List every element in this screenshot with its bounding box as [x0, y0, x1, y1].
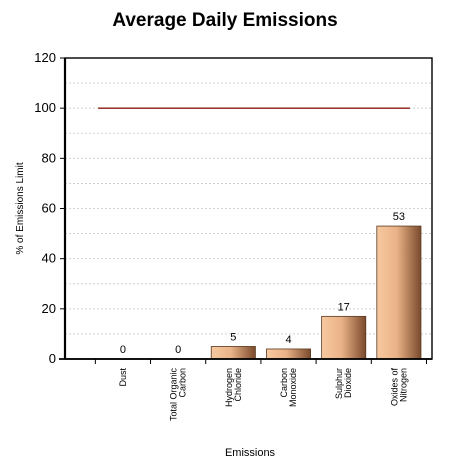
y-tick-label: 40: [42, 251, 56, 266]
data-label: 17: [338, 301, 350, 313]
y-axis-label: % of Emissions Limit: [15, 162, 26, 254]
data-label: 0: [120, 344, 126, 356]
category-label: CarbonMonoxide: [279, 368, 298, 407]
category-label: Oxides ofNitrogen: [389, 368, 408, 407]
y-tick-label: 100: [34, 100, 56, 115]
bar: [266, 348, 311, 360]
bar: [321, 315, 367, 360]
data-label: 0: [175, 344, 181, 356]
data-label: 4: [285, 334, 291, 346]
category-label: Total OrganicCarbon: [169, 368, 188, 422]
bar: [210, 346, 256, 360]
y-tick-label: 20: [42, 301, 56, 316]
x-axis-label: Emissions: [225, 447, 276, 459]
category-label: HydrogenChloride: [224, 368, 243, 407]
category-label: Dust: [118, 368, 128, 387]
y-tick-label: 120: [34, 50, 56, 65]
y-tick-label: 80: [42, 150, 56, 165]
category-label: SulphurDioxide: [334, 368, 353, 399]
y-tick-label: 60: [42, 201, 56, 216]
chart-title: Average Daily Emissions: [112, 10, 338, 31]
data-label: 53: [393, 211, 405, 223]
bar: [376, 225, 422, 360]
y-tick-label: 0: [49, 351, 56, 366]
data-label: 5: [230, 331, 236, 343]
